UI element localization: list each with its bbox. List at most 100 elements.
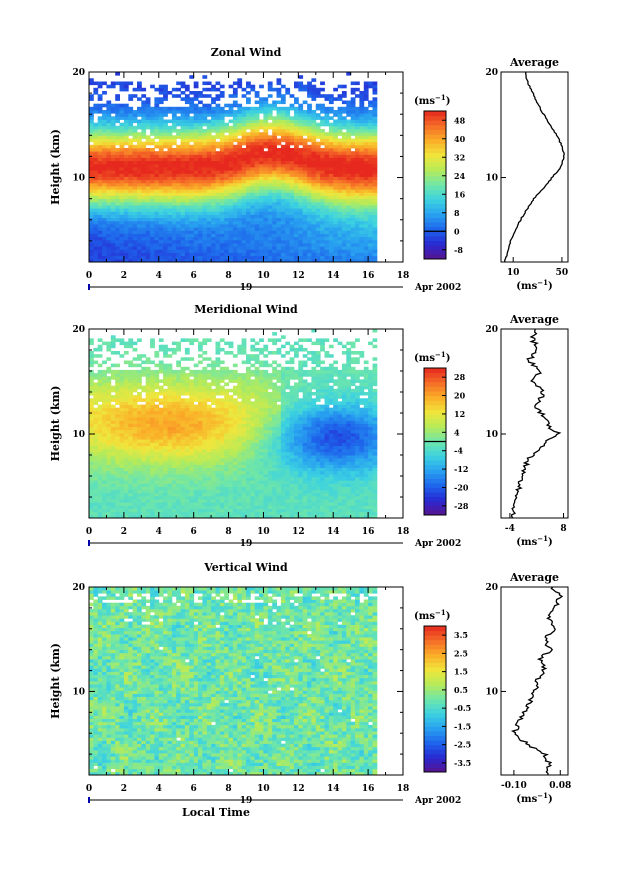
heatmap-cell	[276, 258, 282, 263]
heatmap-cell	[202, 417, 208, 421]
heatmap-cell	[123, 84, 129, 89]
heatmap-cell	[176, 492, 181, 497]
heatmap-cell	[189, 502, 195, 506]
heatmap-cell	[198, 201, 203, 206]
heatmap-cell	[215, 151, 221, 155]
heatmap-cell	[141, 505, 147, 509]
heatmap-cell	[110, 473, 116, 478]
heatmap-cell	[267, 195, 273, 200]
heatmap-cell	[285, 239, 291, 244]
heatmap-cell	[137, 502, 142, 506]
heatmap-cell	[171, 376, 177, 380]
heatmap-cell	[97, 470, 103, 475]
heatmap-cell	[167, 214, 173, 219]
heatmap-cell	[115, 106, 120, 111]
heatmap-cell	[184, 347, 190, 352]
heatmap-cell	[198, 246, 203, 250]
heatmap-cell	[250, 243, 256, 247]
heatmap-cell	[363, 208, 369, 212]
heatmap-cell	[280, 100, 286, 105]
heatmap-cell	[167, 129, 173, 133]
heatmap-cell	[189, 407, 195, 412]
heatmap-cell	[189, 157, 195, 162]
heatmap-cell	[97, 255, 103, 260]
heatmap-cell	[372, 255, 378, 260]
heatmap-cell	[123, 208, 129, 212]
heatmap-cell	[241, 217, 247, 222]
heatmap-cell	[132, 230, 138, 234]
heatmap-cell	[154, 224, 160, 228]
heatmap-cell	[97, 379, 103, 383]
heatmap-cell	[298, 132, 304, 136]
heatmap-cell	[259, 198, 264, 203]
heatmap-cell	[232, 214, 238, 219]
heatmap-cell	[202, 81, 208, 86]
heatmap-cell	[193, 97, 199, 101]
heatmap-cell	[115, 236, 120, 241]
heatmap-cell	[115, 154, 120, 158]
heatmap-cell	[363, 148, 369, 152]
heatmap-cell	[232, 201, 238, 206]
heatmap-cell	[228, 182, 234, 187]
heatmap-cell	[158, 208, 164, 212]
heatmap-cell	[224, 135, 229, 139]
heatmap-cell	[102, 81, 107, 86]
heatmap-cell	[167, 376, 173, 380]
heatmap-cell	[154, 87, 160, 92]
heatmap-cell	[276, 113, 282, 117]
heatmap-cell	[110, 351, 116, 355]
heatmap-cell	[163, 489, 168, 494]
heatmap-cell	[363, 189, 369, 193]
heatmap-cell	[206, 160, 212, 165]
heatmap-cell	[102, 201, 107, 206]
heatmap-cell	[355, 160, 360, 165]
heatmap-cell	[198, 382, 203, 387]
heatmap-cell	[97, 182, 103, 187]
heatmap-cell	[211, 208, 216, 212]
heatmap-cell	[333, 195, 338, 200]
heatmap-cell	[123, 125, 129, 130]
heatmap-cell	[211, 243, 216, 247]
heatmap-cell	[163, 401, 168, 405]
heatmap-cell	[372, 192, 378, 196]
heatmap-cell	[246, 192, 251, 196]
heatmap-cell	[110, 492, 116, 497]
heatmap-cell	[246, 163, 251, 168]
heatmap-cell	[119, 492, 125, 497]
heatmap-cell	[167, 179, 173, 184]
heatmap-cell	[315, 239, 321, 244]
heatmap-cell	[211, 122, 216, 127]
heatmap-cell	[289, 233, 295, 238]
heatmap-cell	[298, 239, 304, 244]
heatmap-cell	[128, 369, 134, 374]
heatmap-cell	[106, 157, 112, 162]
colorbar-swatch	[424, 231, 446, 237]
heatmap-cell	[193, 249, 199, 253]
heatmap-cell	[132, 369, 138, 374]
heatmap-cell	[106, 407, 112, 412]
heatmap-cell	[93, 385, 99, 390]
heatmap-cell	[119, 417, 125, 421]
heatmap-cell	[350, 189, 356, 193]
heatmap-cell	[119, 379, 125, 383]
heatmap-cell	[145, 182, 151, 187]
heatmap-cell	[132, 246, 138, 250]
heatmap-cell	[333, 151, 338, 155]
heatmap-cell	[315, 208, 321, 212]
heatmap-cell	[368, 243, 373, 247]
heatmap-cell	[237, 205, 243, 209]
x-tick-label: 14	[327, 271, 340, 281]
heatmap-cell	[137, 442, 142, 446]
heatmap-cell	[106, 489, 112, 494]
heatmap-cell	[359, 176, 365, 181]
heatmap-cell	[93, 87, 99, 92]
heatmap-cell	[158, 249, 164, 253]
heatmap-cell	[215, 217, 221, 222]
heatmap-cell	[368, 157, 373, 162]
heatmap-cell	[246, 176, 251, 181]
heatmap-cell	[193, 84, 199, 89]
heatmap-cell	[119, 255, 125, 260]
heatmap-cell	[289, 94, 295, 98]
heatmap-cell	[137, 451, 142, 456]
heatmap-cell	[211, 252, 216, 257]
